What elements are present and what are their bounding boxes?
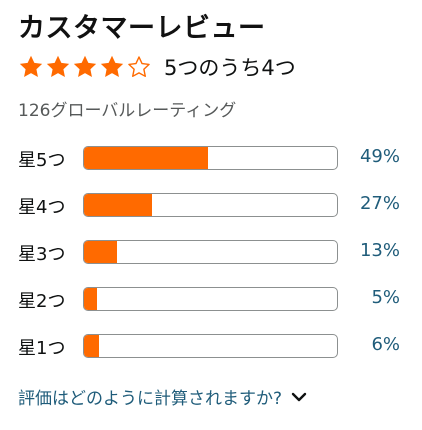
average-rating-text: 5つのうち4つ	[164, 56, 296, 80]
histogram-bar-fill	[84, 335, 100, 357]
histogram-percent: 6%	[371, 334, 400, 355]
page-title: カスタマーレビュー	[18, 13, 266, 44]
chevron-down-icon[interactable]	[291, 391, 307, 403]
star-rating	[18, 54, 152, 80]
histogram-label: 星5つ	[18, 150, 66, 171]
histogram-bar-fill	[84, 147, 208, 169]
star-filled-icon	[100, 55, 124, 77]
histogram-row-4-star[interactable]: 星4つ 27%	[0, 186, 422, 226]
histogram-bar-fill	[84, 194, 153, 216]
histogram-bar-fill	[84, 241, 117, 263]
histogram-label: 星4つ	[18, 197, 66, 218]
histogram-percent: 13%	[359, 240, 400, 261]
histogram-percent: 49%	[359, 146, 400, 167]
histogram-row-5-star[interactable]: 星5つ 49%	[0, 139, 422, 179]
histogram-row-3-star[interactable]: 星3つ 13%	[0, 233, 422, 273]
rating-summary: 5つのうち4つ	[18, 52, 296, 82]
histogram-bar-track	[83, 193, 338, 217]
global-ratings-count: 126グローバルレーティング	[18, 101, 237, 121]
histogram-row-1-star[interactable]: 星1つ 6%	[0, 327, 422, 367]
histogram-bar-track	[83, 334, 338, 358]
how-ratings-calculated-link[interactable]: 評価はどのように計算されますか?	[18, 384, 307, 409]
star-filled-icon	[73, 55, 97, 77]
histogram-bar-track	[83, 240, 338, 264]
histogram-bar-track	[83, 146, 338, 170]
histogram-percent: 27%	[359, 193, 400, 214]
histogram-percent: 5%	[371, 287, 400, 308]
histogram-label: 星1つ	[18, 338, 66, 359]
histogram-bar-track	[83, 287, 338, 311]
star-empty-icon	[128, 56, 150, 78]
star-filled-icon	[46, 55, 70, 77]
how-ratings-calculated-text: 評価はどのように計算されますか?	[18, 389, 283, 409]
histogram-row-2-star[interactable]: 星2つ 5%	[0, 280, 422, 320]
histogram-label: 星3つ	[18, 244, 66, 265]
histogram-label: 星2つ	[18, 291, 66, 312]
star-filled-icon	[19, 55, 43, 77]
histogram-bar-fill	[84, 288, 97, 310]
